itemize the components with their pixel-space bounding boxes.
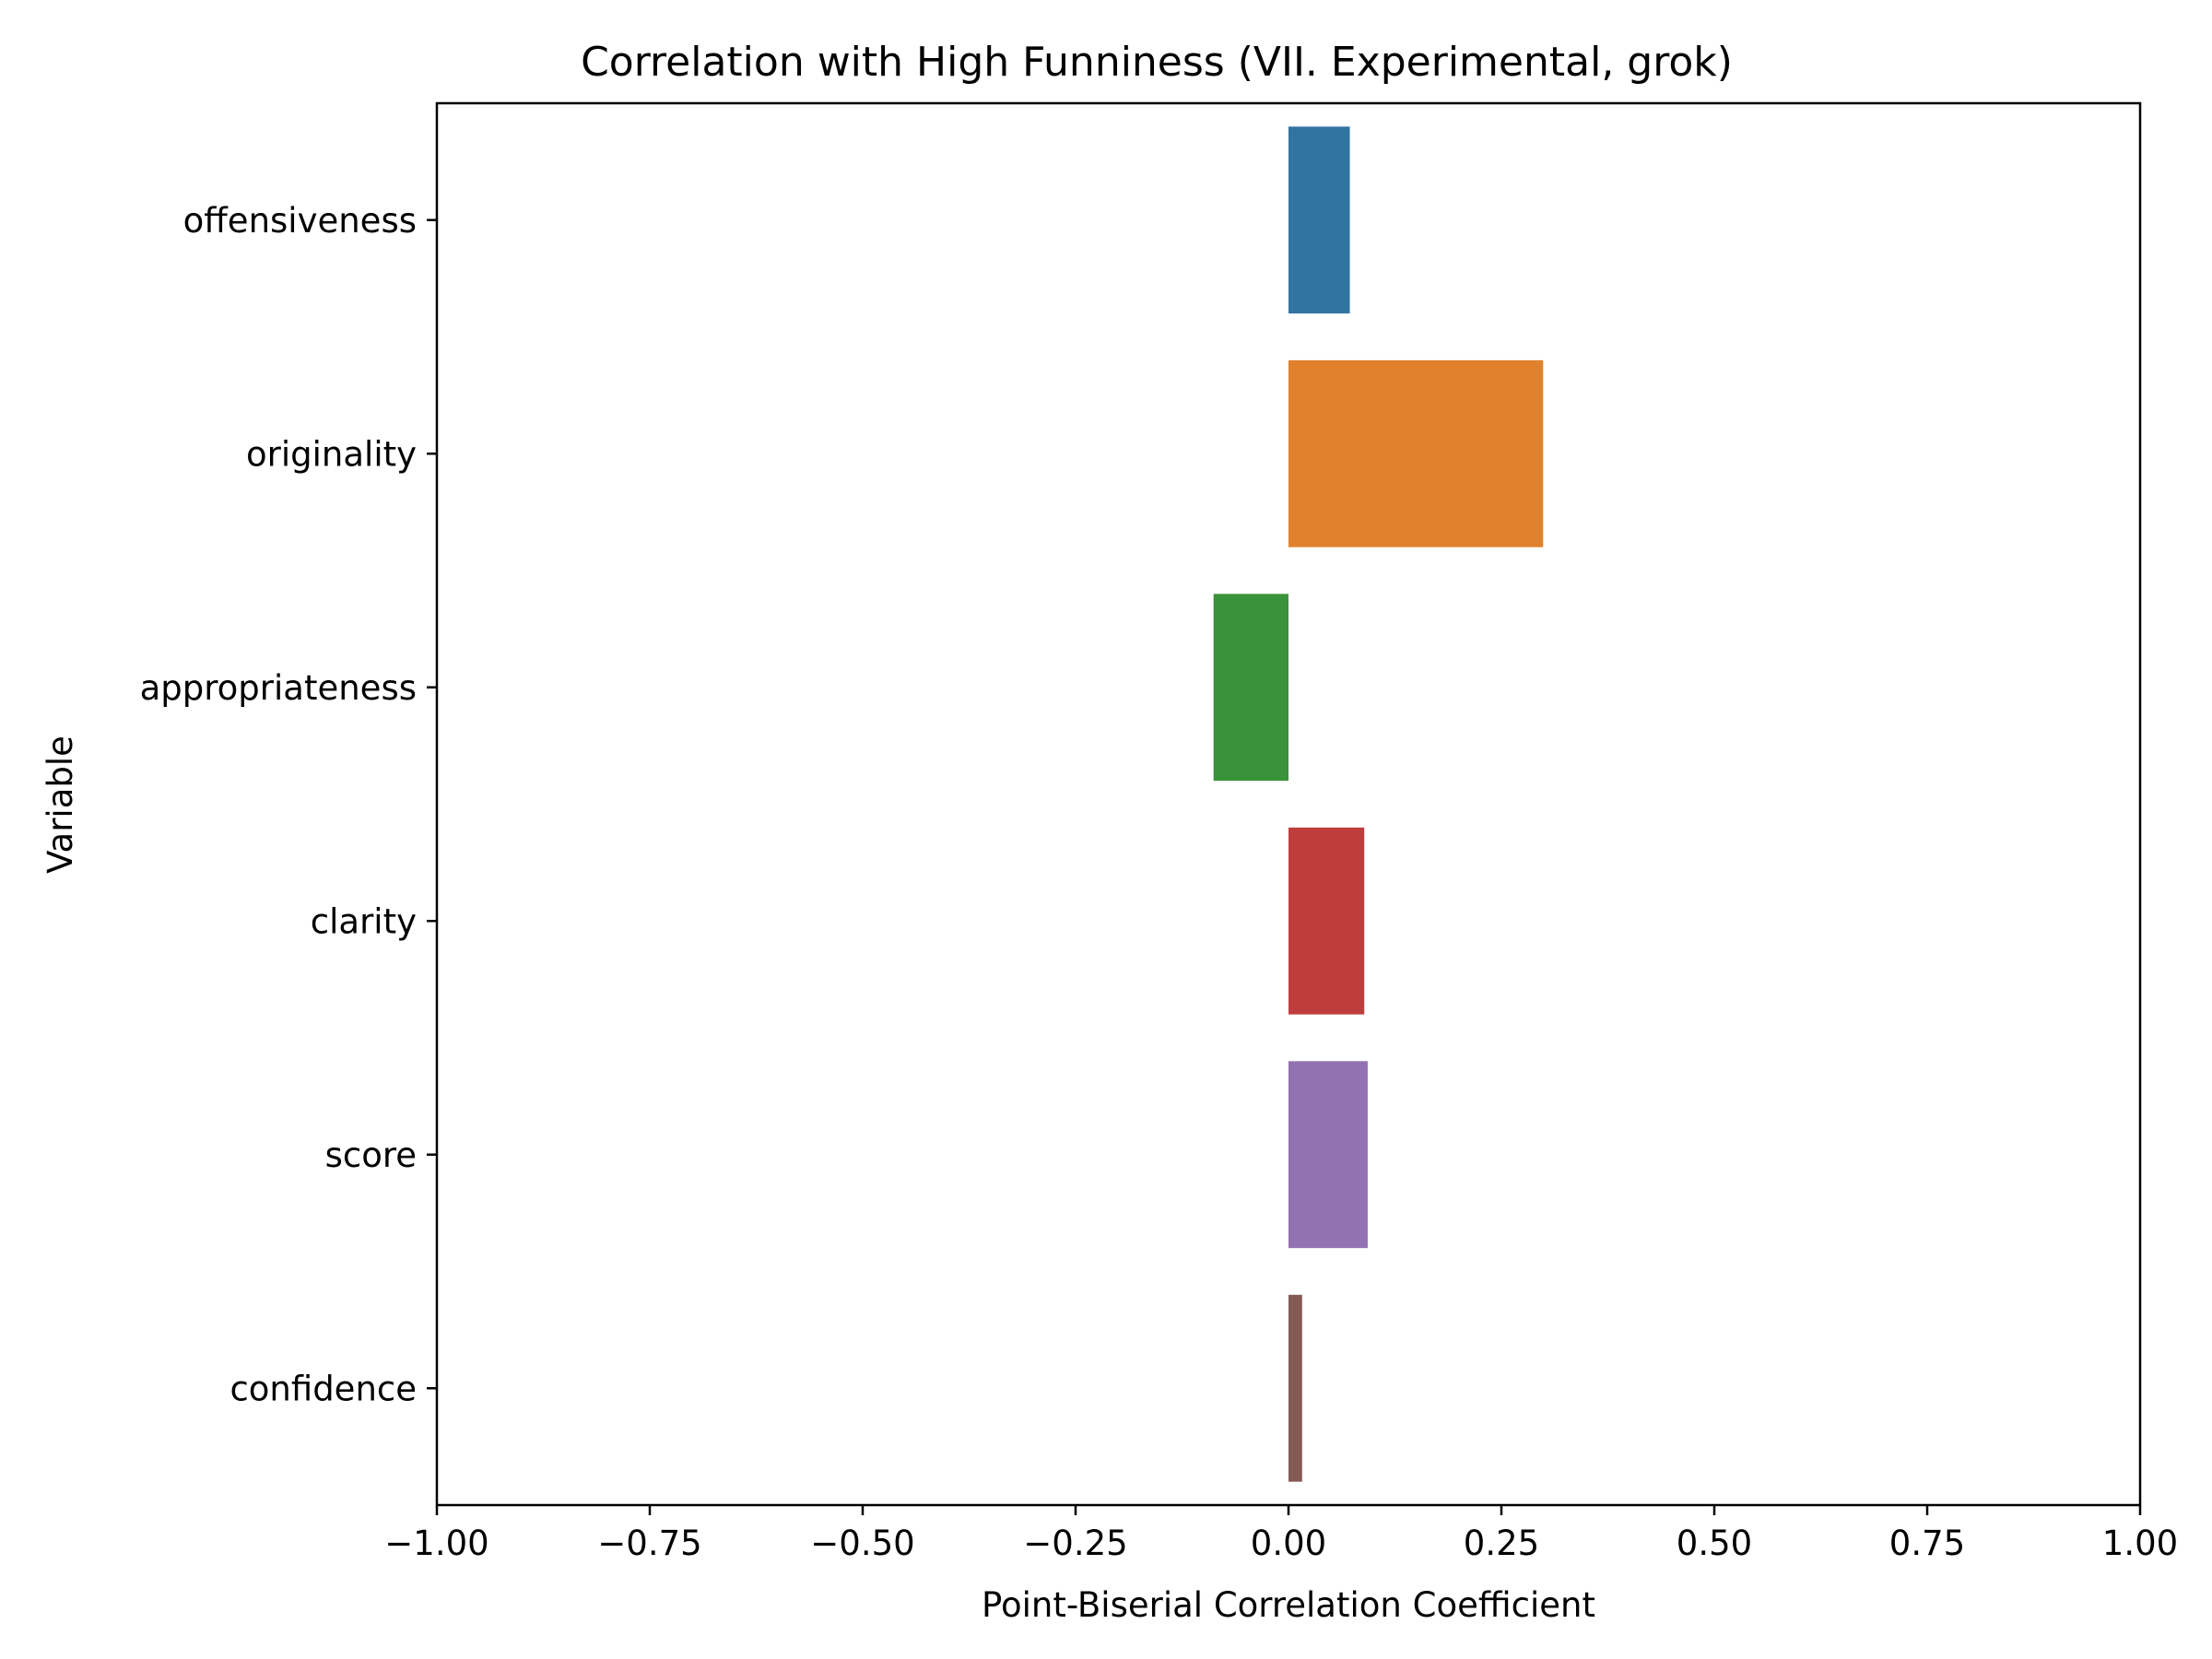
x-tick-label: 0.50 (1677, 1524, 1752, 1563)
bar-score (1288, 1061, 1368, 1249)
y-axis: offensiveness originality appropriateness c… (140, 201, 437, 1408)
y-tick-label-confidence: confidence (229, 1369, 417, 1408)
x-axis: −1.00 −0.75 −0.50 −0.25 0.00 0.25 0.50 0.75 1.00 (384, 1505, 2178, 1563)
bar-clarity (1288, 827, 1365, 1015)
x-tick-label: 0.75 (1889, 1524, 1965, 1563)
x-tick-label: −1.00 (384, 1524, 488, 1563)
y-tick-label-offensiveness: offensiveness (183, 201, 417, 241)
x-tick-label: −0.50 (810, 1524, 914, 1563)
x-tick-label: −0.75 (597, 1524, 701, 1563)
chart-title: Correlation with High Funniness (VII. Ex… (581, 39, 1733, 86)
y-axis-label: Variable (41, 735, 80, 874)
y-tick-label-originality: originality (246, 434, 417, 474)
bar-confidence (1288, 1294, 1302, 1482)
bar-originality (1288, 359, 1544, 547)
y-tick-label-appropriateness: appropriateness (140, 668, 417, 708)
x-axis-label: Point-Biserial Correlation Coefficient (982, 1585, 1595, 1625)
bars-group (1213, 126, 1544, 1482)
x-tick-label: 0.00 (1251, 1524, 1326, 1563)
x-tick-label: 0.25 (1464, 1524, 1539, 1563)
x-tick-label: 1.00 (2102, 1524, 2178, 1563)
y-tick-label-clarity: clarity (311, 901, 417, 941)
x-tick-label: −0.25 (1023, 1524, 1127, 1563)
y-tick-label-score: score (325, 1135, 417, 1175)
bar-appropriateness (1213, 594, 1288, 782)
plot-frame (435, 101, 2142, 1507)
bar-offensiveness (1288, 126, 1350, 314)
